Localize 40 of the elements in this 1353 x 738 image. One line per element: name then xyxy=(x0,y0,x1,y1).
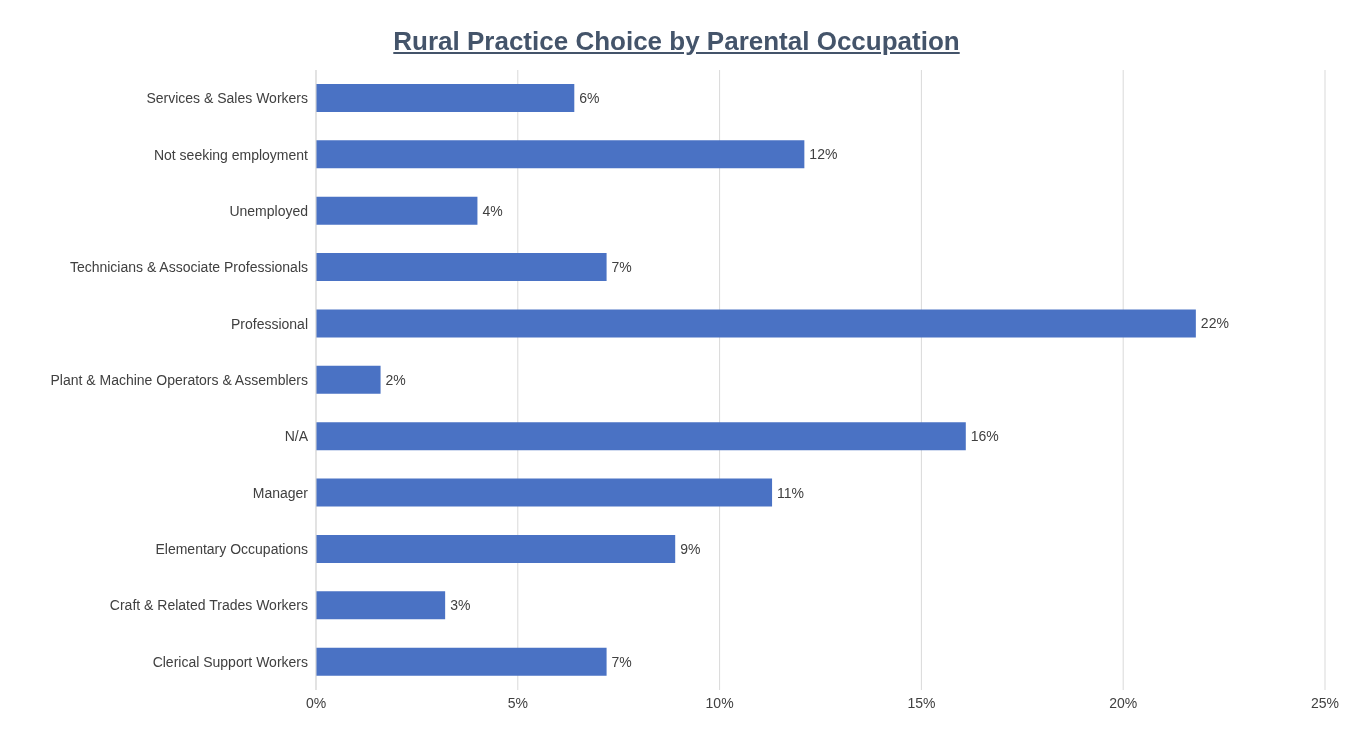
data-label: 7% xyxy=(611,259,632,276)
y-tick-label: Plant & Machine Operators & Assemblers xyxy=(50,371,308,388)
bar xyxy=(316,478,773,507)
bar xyxy=(316,365,381,394)
y-tick-label: Services & Sales Workers xyxy=(146,90,308,107)
bar xyxy=(316,422,966,451)
x-tick-label: 5% xyxy=(507,694,528,711)
bar xyxy=(316,196,478,225)
x-tick-label: 25% xyxy=(1310,694,1340,711)
data-label: 4% xyxy=(482,202,503,219)
y-tick-label: Clerical Support Workers xyxy=(152,653,308,670)
y-tick-label: Unemployed xyxy=(229,202,308,219)
y-tick-label: Manager xyxy=(252,484,309,501)
y-tick-label: Not seeking employment xyxy=(153,146,309,163)
bar xyxy=(316,309,1196,338)
bar xyxy=(316,591,446,620)
bar xyxy=(316,647,607,676)
x-tick-label: 15% xyxy=(907,694,936,711)
y-tick-label: Professional xyxy=(230,315,308,332)
bar xyxy=(316,253,607,282)
x-tick-label: 0% xyxy=(305,694,327,711)
data-label: 16% xyxy=(970,428,999,445)
bar xyxy=(316,140,805,169)
bar xyxy=(316,534,676,563)
data-label: 12% xyxy=(809,146,838,163)
x-tick-label: 10% xyxy=(705,694,734,711)
x-tick-label: 20% xyxy=(1109,694,1138,711)
data-label: 11% xyxy=(777,484,805,501)
bar xyxy=(316,84,575,112)
data-label: 3% xyxy=(450,597,471,614)
y-tick-label: N/A xyxy=(284,428,309,445)
data-label: 9% xyxy=(680,540,701,557)
data-label: 2% xyxy=(385,371,406,388)
chart-title: Rural Practice Choice by Parental Occupation xyxy=(392,25,961,58)
y-tick-label: Craft & Related Trades Workers xyxy=(109,597,308,614)
y-tick-label: Technicians & Associate Professionals xyxy=(69,259,308,276)
data-label: 6% xyxy=(579,89,600,106)
data-label: 7% xyxy=(611,653,632,670)
y-tick-label: Elementary Occupations xyxy=(155,541,308,558)
data-label: 22% xyxy=(1200,315,1229,332)
